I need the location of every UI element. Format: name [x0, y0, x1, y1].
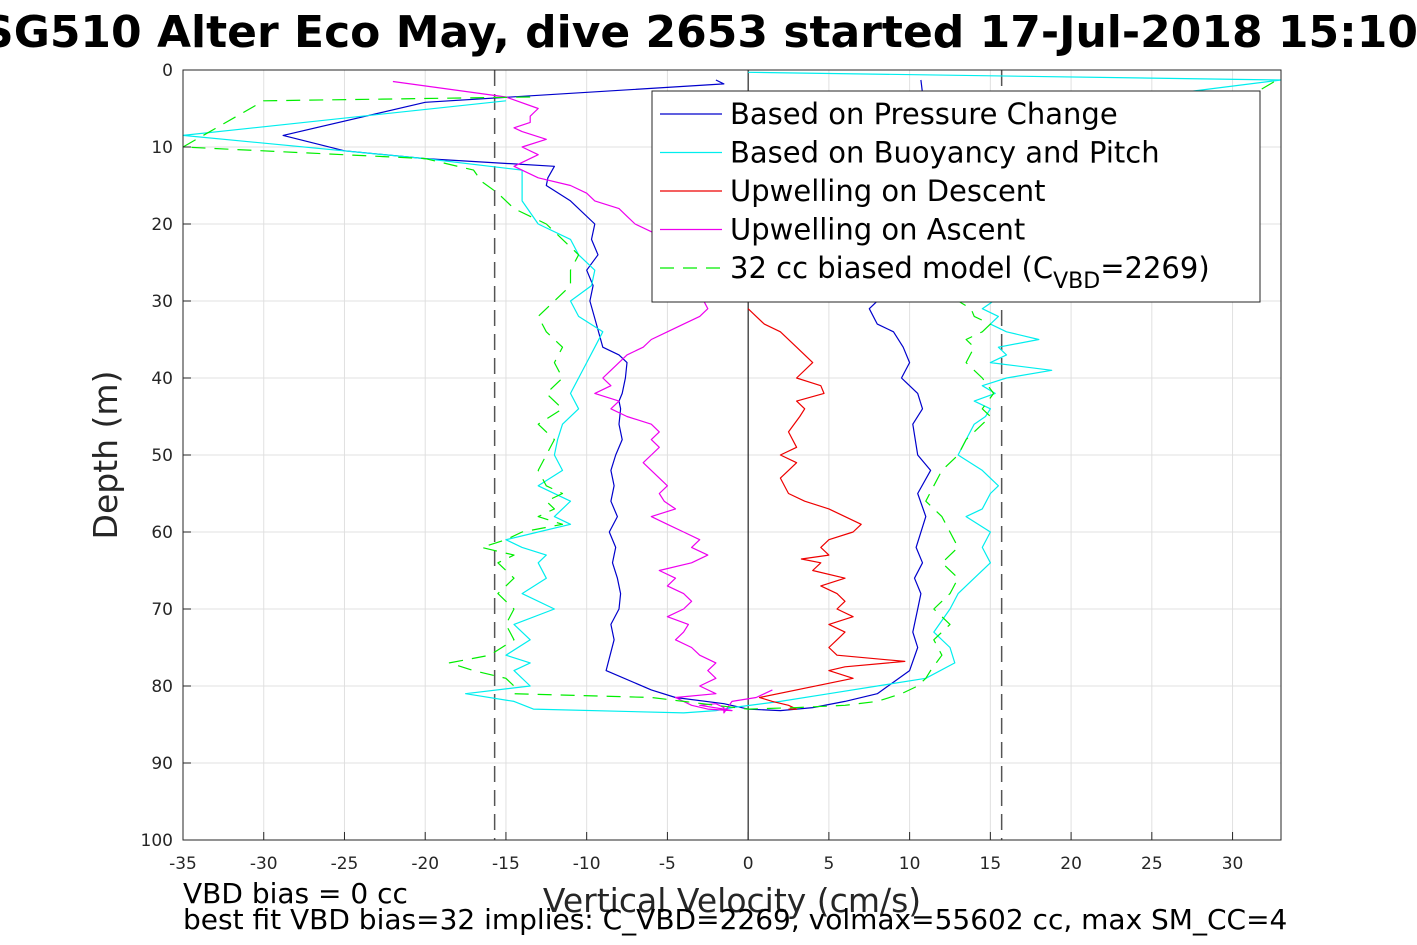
x-tick-label: -20	[411, 854, 439, 874]
x-tick-label: 30	[1222, 854, 1244, 874]
series-line-0	[282, 79, 932, 712]
y-tick-label: 40	[151, 369, 173, 389]
y-tick-label: 30	[151, 292, 173, 312]
y-tick-label: 100	[141, 831, 173, 851]
ticks: -35 -30 -25 -20 -15 -10 -5 0 5 10 15 20 25 30 0 10 20 30 4…	[141, 61, 1244, 874]
x-tick-label: -35	[169, 854, 197, 874]
x-tick-label: 20	[1060, 854, 1082, 874]
legend-label-buoyancy: Based on Buoyancy and Pitch	[730, 136, 1160, 170]
x-tick-label: 10	[899, 854, 921, 874]
x-tick-label: 15	[980, 854, 1002, 874]
legend-label-descent: Upwelling on Descent	[730, 174, 1046, 208]
y-tick-label: 10	[151, 138, 173, 158]
x-tick-label: -10	[573, 854, 601, 874]
y-tick-label: 70	[151, 600, 173, 620]
x-axis-label: Vertical Velocity (cm/s)	[543, 881, 921, 920]
legend-label-model-sub: VBD	[1053, 269, 1100, 294]
y-tick-label: 60	[151, 523, 173, 543]
x-tick-label: 0	[743, 854, 754, 874]
note-best-fit: best fit VBD bias=32 implies: C_VBD=2269…	[183, 903, 1287, 936]
series-line-4	[182, 77, 1282, 710]
legend-box	[651, 90, 1261, 303]
x-tick-label: 5	[823, 854, 834, 874]
legend-label-model-suffix: =2269)	[1100, 251, 1209, 285]
series-line-3	[392, 80, 773, 714]
x-tick-label: 25	[1141, 854, 1163, 874]
y-tick-label: 90	[151, 754, 173, 774]
x-tick-label: -30	[250, 854, 278, 874]
note-vbd-bias: VBD bias = 0 cc	[183, 877, 408, 910]
y-tick-label: 0	[162, 61, 173, 81]
legend-label-model: 32 cc biased model (CVBD=2269)	[730, 251, 1210, 294]
y-tick-label: 50	[151, 446, 173, 466]
series-line-2	[747, 308, 906, 710]
y-tick-label: 80	[151, 677, 173, 697]
y-axis-label: Depth (m)	[86, 371, 125, 540]
legend-label-model-prefix: 32 cc biased model (C	[730, 251, 1053, 285]
series-layer	[182, 71, 1282, 714]
x-tick-label: -25	[331, 854, 359, 874]
x-tick-label: -5	[659, 854, 676, 874]
legend-label-ascent: Upwelling on Ascent	[730, 213, 1025, 247]
legend: Based on Pressure Change Based on Buoyan…	[651, 90, 1261, 303]
legend-label-pressure: Based on Pressure Change	[730, 97, 1118, 131]
y-tick-label: 20	[151, 215, 173, 235]
chart-title: SG510 Alter Eco May, dive 2653 started 1…	[0, 7, 1417, 58]
x-tick-label: -15	[492, 854, 520, 874]
